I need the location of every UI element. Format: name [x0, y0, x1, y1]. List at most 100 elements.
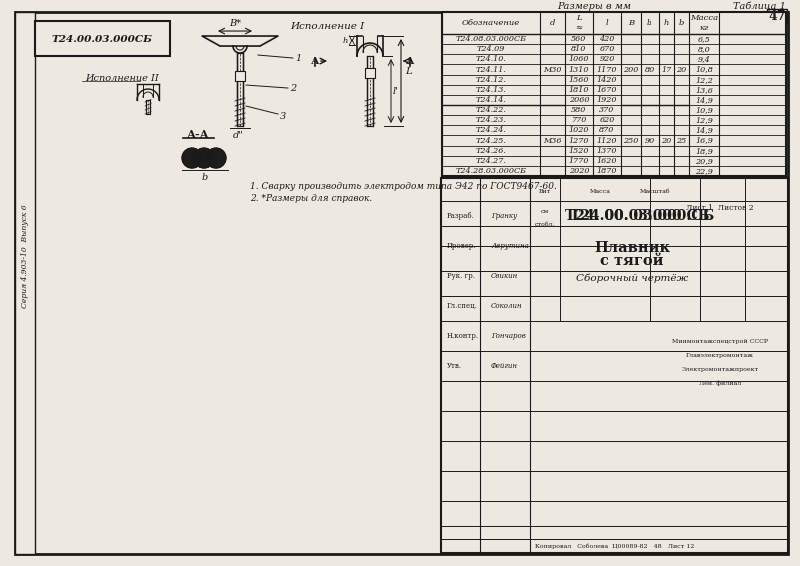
Text: 1060: 1060 [569, 55, 590, 63]
Text: Размеры в мм: Размеры в мм [557, 2, 631, 11]
Text: Утв.: Утв. [447, 362, 462, 370]
Text: Свикин: Свикин [491, 272, 518, 280]
Text: h: h [342, 37, 348, 45]
Text: 580: 580 [571, 106, 586, 114]
Text: 1: 1 [295, 54, 302, 62]
Text: 2: 2 [290, 84, 296, 92]
Text: 1810: 1810 [569, 86, 590, 94]
Text: Таблица 1: Таблица 1 [733, 1, 786, 11]
Text: 810: 810 [571, 45, 586, 53]
Text: 770: 770 [571, 116, 586, 125]
Text: Рук. гр.: Рук. гр. [447, 272, 475, 280]
Text: 22,9: 22,9 [695, 167, 713, 175]
Text: 1120: 1120 [597, 136, 618, 144]
Text: Т24.27.: Т24.27. [475, 157, 506, 165]
Text: 13,6: 13,6 [695, 86, 713, 94]
Text: Т24.28.03.000СБ: Т24.28.03.000СБ [455, 167, 526, 175]
Text: 1560: 1560 [569, 76, 590, 84]
Text: Т24.23.: Т24.23. [475, 116, 506, 125]
Text: 1170: 1170 [597, 66, 618, 74]
Text: 1920: 1920 [597, 96, 618, 104]
Text: 14,9: 14,9 [695, 96, 713, 104]
Bar [767, 9, 787, 23]
Text: Т24.10.: Т24.10. [475, 55, 506, 63]
Circle shape [194, 148, 214, 168]
Text: Т24.12.: Т24.12. [475, 76, 506, 84]
Text: 2. *Размеры для справок.: 2. *Размеры для справок. [250, 194, 372, 203]
Text: Сборочный чертёж: Сборочный чертёж [576, 273, 688, 283]
Text: 1870: 1870 [597, 167, 618, 175]
Text: 20: 20 [676, 66, 686, 74]
Text: Т24.25.: Т24.25. [475, 136, 506, 144]
Text: 20: 20 [662, 136, 672, 144]
Text: 10,8: 10,8 [695, 66, 713, 74]
Text: 1770: 1770 [569, 157, 590, 165]
Bar [235, 71, 245, 81]
Bar [441, 178, 788, 553]
Text: 12,9: 12,9 [695, 116, 713, 125]
Text: 90: 90 [645, 136, 655, 144]
Text: l: l [606, 19, 608, 27]
Text: 10,9: 10,9 [695, 106, 713, 114]
Text: 670: 670 [599, 45, 614, 53]
Text: с тягой: с тягой [600, 254, 664, 268]
Text: М36: М36 [543, 136, 562, 144]
Text: 17: 17 [662, 66, 672, 74]
Bar [442, 12, 786, 176]
Text: Т24.24.: Т24.24. [475, 126, 506, 134]
Text: Провер.: Провер. [447, 242, 477, 250]
Text: b: b [678, 19, 684, 27]
Text: Гранку: Гранку [491, 212, 517, 220]
Text: 2020: 2020 [569, 167, 590, 175]
Bar [237, 53, 243, 126]
Text: Т24.26.: Т24.26. [475, 147, 506, 155]
Text: 370: 370 [599, 106, 614, 114]
Text: стобл.: стобл. [534, 221, 555, 226]
Text: Гончаров: Гончаров [491, 332, 526, 340]
Text: Разраб.: Разраб. [447, 212, 475, 220]
Text: 1310: 1310 [569, 66, 590, 74]
Text: Электромонтажпроект: Электромонтажпроект [682, 367, 758, 371]
Text: 1520: 1520 [569, 147, 590, 155]
Text: d: d [550, 19, 555, 27]
Text: 47: 47 [768, 10, 786, 23]
Text: 1370: 1370 [597, 147, 618, 155]
Bar [15, 12, 35, 554]
Text: А: А [310, 57, 319, 66]
Text: l₁: l₁ [647, 19, 653, 27]
Text: Фейгин: Фейгин [491, 362, 518, 370]
Text: l': l' [393, 87, 398, 96]
Text: 1620: 1620 [597, 157, 618, 165]
Text: Плавник: Плавник [594, 241, 670, 255]
Text: 1420: 1420 [597, 76, 618, 84]
Text: L: L [405, 67, 412, 75]
Text: Главэлектромонтаж: Главэлектромонтаж [686, 353, 754, 358]
Text: Т24.08.03.000СБ: Т24.08.03.000СБ [455, 35, 526, 43]
Text: 3: 3 [280, 112, 286, 121]
Text: А-А: А-А [186, 128, 210, 140]
Text: Т24.13.: Т24.13. [475, 86, 506, 94]
Text: Т24.00.03.000 СБ: Т24.00.03.000 СБ [570, 209, 710, 223]
Text: 420: 420 [599, 35, 614, 43]
Text: 1670: 1670 [597, 86, 618, 94]
Text: Лен. филиал: Лен. филиал [699, 380, 741, 386]
Text: L
≈: L ≈ [575, 15, 582, 32]
Text: 16,9: 16,9 [695, 136, 713, 144]
Circle shape [182, 148, 202, 168]
Text: 250: 250 [623, 136, 638, 144]
Text: Т24.09: Т24.09 [477, 45, 505, 53]
Text: Копировал   Соболева  Ц00089-82   48   Лист 12: Копировал Соболева Ц00089-82 48 Лист 12 [534, 543, 694, 549]
Text: 620: 620 [599, 116, 614, 125]
Text: 18,9: 18,9 [695, 147, 713, 155]
Text: 9,4: 9,4 [698, 55, 710, 63]
Polygon shape [202, 36, 278, 46]
Text: h: h [664, 19, 669, 27]
Text: Лист 1  Листов 2: Лист 1 Листов 2 [686, 204, 754, 212]
Text: Гл.спец.: Гл.спец. [447, 302, 478, 310]
Text: 6,5: 6,5 [698, 35, 710, 43]
Text: 25: 25 [676, 136, 686, 144]
Text: Масса: Масса [590, 188, 610, 194]
Text: 8,0: 8,0 [698, 45, 710, 53]
Text: 14,9: 14,9 [695, 126, 713, 134]
Text: Аврутина: Аврутина [491, 242, 529, 250]
